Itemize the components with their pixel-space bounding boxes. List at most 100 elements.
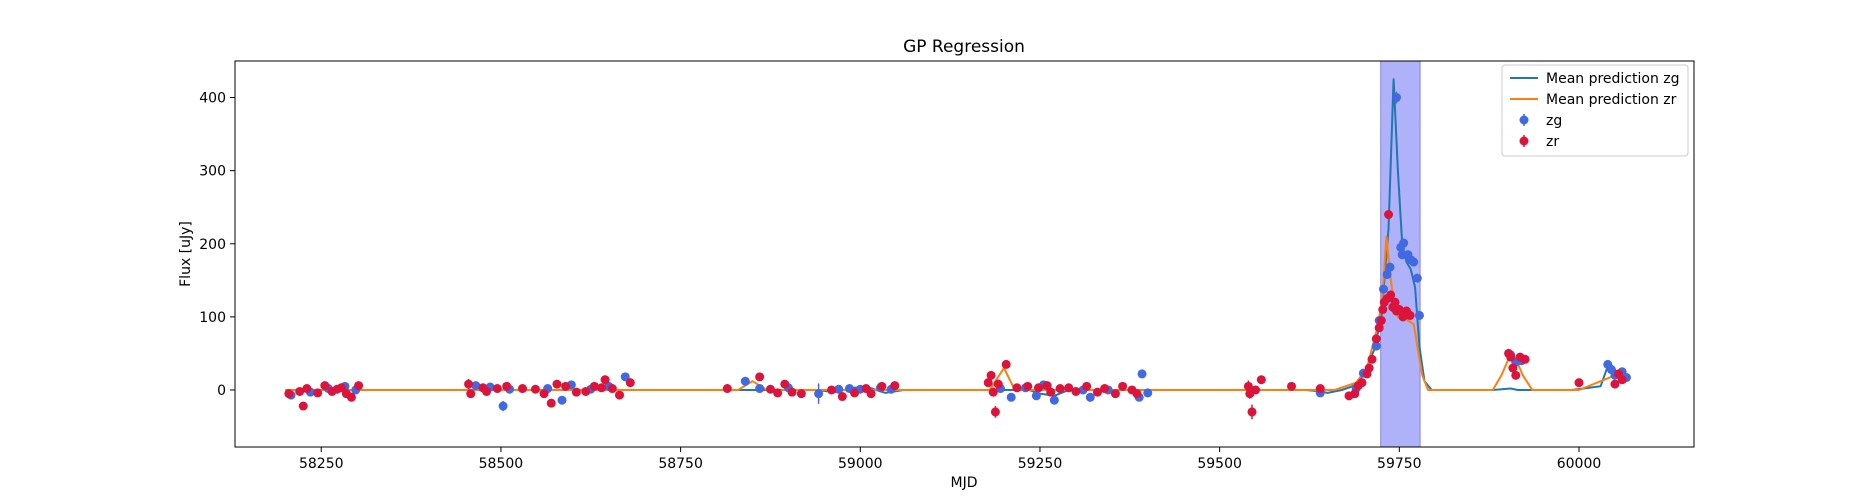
legend-marker-swatch [1519,115,1529,125]
data-point-zg [620,372,630,382]
marker [498,401,508,411]
data-point-zr [850,388,860,398]
data-point-zr [466,389,476,399]
y-tick-label: 300 [199,164,226,180]
marker [866,389,876,399]
marker [1006,392,1016,402]
data-point-zr [1287,381,1297,391]
data-point-zr [1034,383,1044,393]
data-point-zg [1379,284,1389,294]
legend-entry-zg: zg [1519,113,1562,129]
marker [1350,389,1360,399]
marker [827,385,837,395]
data-point-zr [517,384,527,394]
data-point-zr [827,385,837,395]
data-point-zr [1042,381,1052,391]
data-point-zr [1100,384,1110,394]
data-point-zr [1118,381,1128,391]
marker [1379,284,1389,294]
data-point-zg [1399,238,1409,248]
data-point-zr [581,386,591,396]
marker [464,379,474,389]
data-point-zg [498,400,508,412]
y-tick-label: 400 [199,91,226,107]
marker [589,381,599,391]
marker [1385,262,1395,272]
marker [780,379,790,389]
legend-box [1501,64,1689,157]
marker [1256,375,1266,385]
marker [755,384,765,394]
marker [298,401,308,411]
marker [471,381,481,391]
data-point-zr [502,381,512,391]
marker [620,372,630,382]
y-tick-label: 200 [199,237,226,253]
data-point-zr [1055,384,1065,394]
y-tick-label: 0 [217,383,226,399]
data-point-zr [571,387,581,397]
data-point-zr [313,388,323,398]
data-point-zr [1256,375,1266,385]
marker [1082,381,1092,391]
y-axis: 0 100 200 300 400 [199,91,235,399]
marker [877,381,887,391]
data-point-zg [1382,269,1392,279]
data-point-zr [1251,385,1261,395]
data-point-zr [284,389,294,399]
data-point-zr [530,384,540,394]
data-point-zr [1376,316,1386,326]
legend-marker-swatch [1519,136,1529,146]
marker [787,387,797,397]
data-point-zg [1031,391,1041,401]
marker [1390,297,1400,307]
marker [571,387,581,397]
marker [1064,383,1074,393]
marker [1399,238,1409,248]
data-point-zr [1511,370,1521,380]
marker [517,384,527,394]
axes-frame [234,60,1695,448]
marker [539,389,549,399]
legend-entry-mean-prediction-zr: Mean prediction zr [1510,92,1677,108]
data-point-zr [780,379,790,389]
marker [1376,316,1386,326]
legend-entry-mean-prediction-zg: Mean prediction zg [1510,71,1680,87]
marker [1378,305,1388,315]
marker [557,395,567,405]
data-point-zg [740,376,750,386]
marker [1085,392,1095,402]
marker [1610,379,1620,389]
data-point-zg [1412,273,1422,283]
marker [1132,389,1142,399]
data-point-zr [1046,387,1056,397]
data-point-zr [877,381,887,391]
marker [1574,378,1584,388]
marker [625,378,635,388]
marker [530,384,540,394]
data-point-zr [1350,389,1360,399]
marker [1137,369,1147,379]
marker [850,388,860,398]
marker [1405,310,1415,320]
data-point-zr [589,381,599,391]
marker [492,384,502,394]
marker [1412,273,1422,283]
marker [313,388,323,398]
data-point-zr [615,390,625,400]
data-point-zr [625,378,635,388]
data-point-zr [597,383,607,393]
data-point-zr [1506,352,1516,362]
marker [1287,381,1297,391]
marker [1367,354,1377,364]
marker [1001,359,1011,369]
data-point-zr [722,384,732,394]
data-point-zr [993,379,1003,389]
data-point-zr [1364,363,1374,373]
marker [1247,407,1257,417]
marker [1315,384,1325,394]
marker [890,381,900,391]
plot-area [234,60,1695,448]
marker [834,384,844,394]
data-point-zr [354,381,364,391]
